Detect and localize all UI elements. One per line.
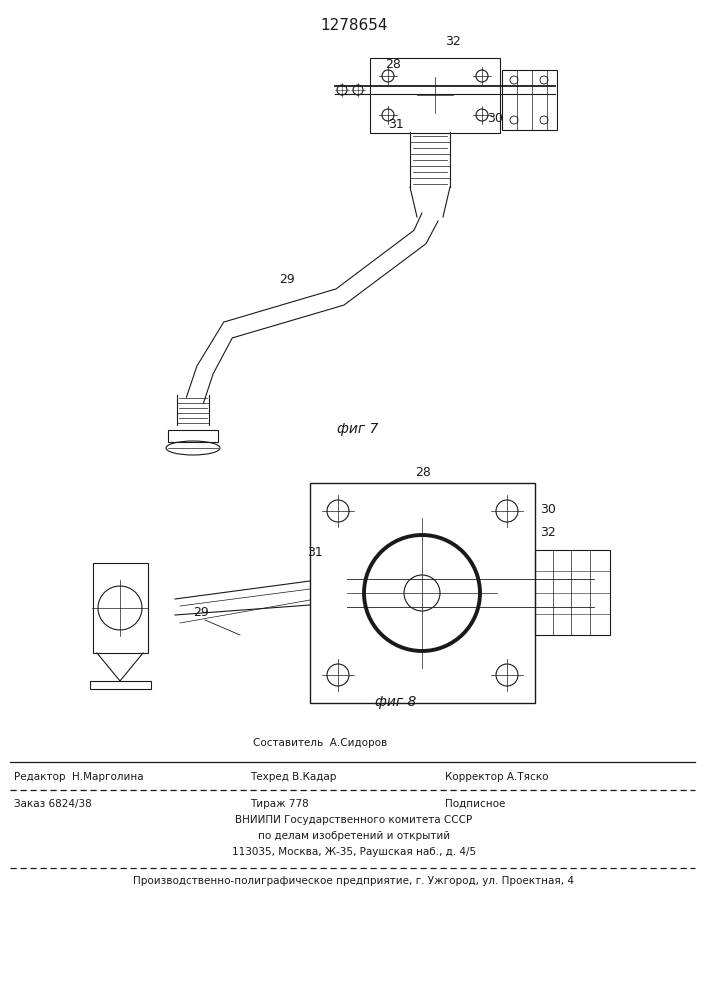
- Bar: [310, 483, 535, 703]
- Text: Заказ 6824/38: Заказ 6824/38: [14, 799, 92, 809]
- Text: 28: 28: [415, 466, 431, 479]
- Text: 1278654: 1278654: [320, 18, 387, 33]
- Text: Тираж 778: Тираж 778: [250, 799, 309, 809]
- Text: Техред В.Кадар: Техред В.Кадар: [250, 772, 337, 782]
- Text: 29: 29: [193, 606, 209, 619]
- Text: фиг 8: фиг 8: [375, 695, 416, 709]
- Bar: [535, 550, 610, 635]
- Bar: [90, 681, 151, 689]
- Text: 29: 29: [279, 273, 295, 286]
- Bar: [502, 70, 557, 130]
- Bar: [370, 58, 500, 133]
- Text: 30: 30: [540, 503, 556, 516]
- Bar: [93, 563, 148, 653]
- Text: Редактор  Н.Марголина: Редактор Н.Марголина: [14, 772, 144, 782]
- Text: 32: 32: [445, 35, 461, 48]
- Bar: [168, 430, 218, 442]
- Text: фиг 7: фиг 7: [337, 422, 378, 436]
- Text: 31: 31: [307, 546, 323, 559]
- Text: 30: 30: [487, 112, 503, 125]
- Text: 28: 28: [385, 58, 401, 71]
- Text: 113035, Москва, Ж-35, Раушская наб., д. 4/5: 113035, Москва, Ж-35, Раушская наб., д. …: [232, 847, 476, 857]
- Text: Корректор А.Тяско: Корректор А.Тяско: [445, 772, 549, 782]
- Text: по делам изобретений и открытий: по делам изобретений и открытий: [258, 831, 450, 841]
- Text: 32: 32: [540, 526, 556, 539]
- Text: Составитель  А.Сидоров: Составитель А.Сидоров: [253, 738, 387, 748]
- Text: Производственно-полиграфическое предприятие, г. Ужгород, ул. Проектная, 4: Производственно-полиграфическое предприя…: [134, 876, 575, 886]
- Text: ВНИИПИ Государственного комитета СССР: ВНИИПИ Государственного комитета СССР: [235, 815, 472, 825]
- Text: 31: 31: [388, 118, 404, 131]
- Text: Подписное: Подписное: [445, 799, 506, 809]
